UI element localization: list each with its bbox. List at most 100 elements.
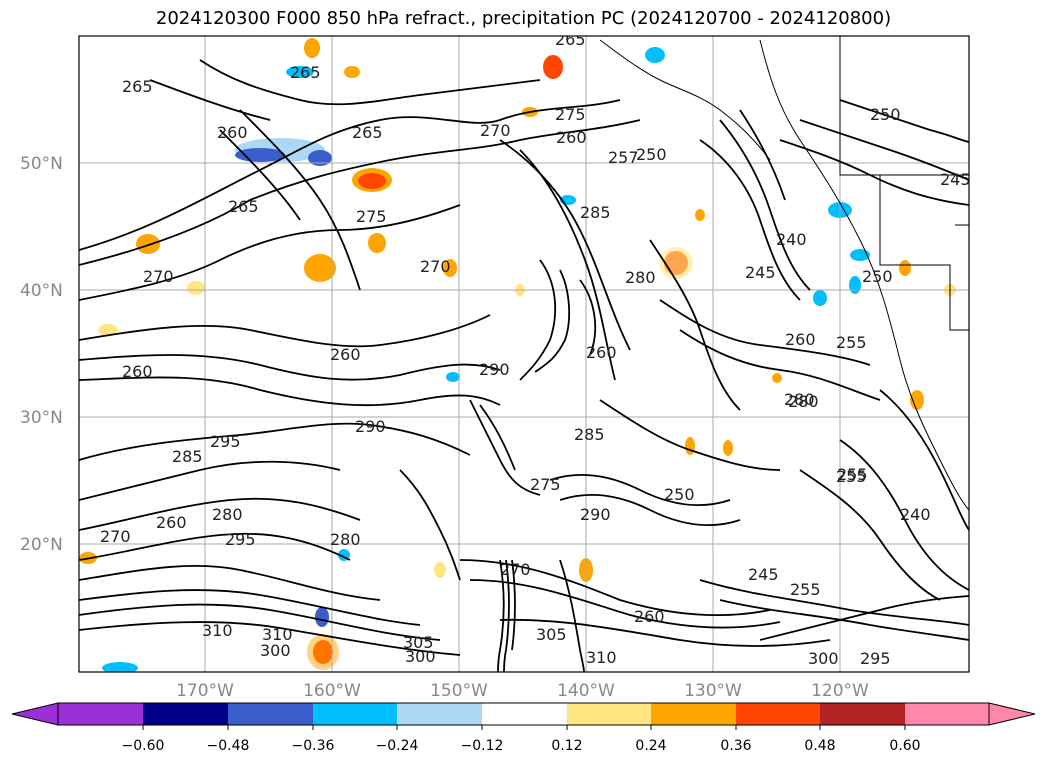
contour-label: 300 — [808, 649, 839, 668]
contour-label: 260 — [586, 343, 617, 362]
contour-label: 250 — [664, 485, 695, 504]
longitude-labels: 170°W 160°W 150°W 140°W 130°W 120°W — [176, 681, 869, 701]
contour-label: 270 — [480, 121, 511, 140]
map-frame — [78, 35, 970, 673]
contour-label: 305 — [403, 633, 434, 652]
contour-label: 310 — [586, 648, 617, 667]
contour-label: 250 — [870, 105, 901, 124]
colorbar-tick-label: 0.24 — [635, 738, 666, 754]
contour-label: 295 — [225, 530, 256, 549]
lon-label-170w: 170°W — [176, 681, 234, 701]
contour-label: 265 — [555, 30, 586, 49]
contour-label: 260 — [785, 330, 816, 349]
contour-label: 295 — [860, 649, 891, 668]
lat-label-20n: 20°N — [20, 535, 63, 555]
contour-label: 255 — [837, 465, 868, 484]
colorbar-segment — [567, 703, 651, 725]
contour-label: 260 — [122, 362, 153, 381]
contour-label: 270 — [100, 527, 131, 546]
contour-label: 290 — [479, 360, 510, 379]
contour-label: 265 — [290, 63, 321, 82]
colorbar: −0.60 −0.48 −0.36 −0.24 −0.12 0.12 0.24 … — [11, 702, 1036, 754]
colorbar-segment — [736, 703, 820, 725]
contour-label: 280 — [625, 268, 656, 287]
contour-label: 240 — [900, 505, 931, 524]
contour-label: 250 — [636, 145, 667, 164]
contour-label: 245 — [748, 565, 779, 584]
colorbar-segment — [397, 703, 482, 725]
lon-label-160w: 160°W — [303, 681, 361, 701]
contour-label: 275 — [555, 105, 586, 124]
contour-label: 275 — [530, 475, 561, 494]
contour-label: 260 — [156, 513, 187, 532]
lon-label-120w: 120°W — [811, 681, 869, 701]
map-content: 265 265 265 260 270 265 275 260 257 250 … — [79, 30, 971, 672]
colorbar-extend-right — [988, 702, 1036, 726]
lon-label-140w: 140°W — [557, 681, 615, 701]
contour-label: 250 — [862, 267, 893, 286]
contour-label: 310 — [202, 621, 233, 640]
contour-label: 280 — [330, 530, 361, 549]
contour-label: 280 — [788, 392, 819, 411]
lat-label-40n: 40°N — [20, 281, 63, 301]
contour-label: 260 — [556, 128, 587, 147]
colorbar-segment — [482, 703, 567, 725]
contour-label: 260 — [330, 345, 361, 364]
contour-label: 275 — [356, 207, 387, 226]
colorbar-segment — [143, 703, 228, 725]
colorbar-tick-label: −0.12 — [461, 738, 504, 754]
lon-label-150w: 150°W — [430, 681, 488, 701]
contour-label: 300 — [260, 641, 291, 660]
contour-label: 285 — [172, 447, 203, 466]
colorbar-segment — [313, 703, 397, 725]
colorbar-segment — [820, 703, 905, 725]
contour-label: 255 — [836, 467, 867, 486]
lon-label-130w: 130°W — [684, 681, 742, 701]
contour-label: 310 — [262, 625, 293, 644]
contour-label: 295 — [210, 432, 241, 451]
precip-shading — [79, 38, 956, 672]
contour-label: 245 — [940, 170, 971, 189]
map-title: 2024120300 F000 850 hPa refract., precip… — [155, 8, 892, 29]
contour-label: 280 — [784, 390, 815, 409]
colorbar-segment — [228, 703, 313, 725]
colorbar-tick-label: −0.48 — [207, 738, 250, 754]
colorbar-segment — [651, 703, 736, 725]
contour-label: 245 — [745, 263, 776, 282]
contour-label: 265 — [122, 77, 153, 96]
contour-label: 290 — [580, 505, 611, 524]
colorbar-outline — [57, 702, 990, 726]
colorbar-ticks — [142, 725, 906, 730]
refractivity-contours — [79, 59, 969, 672]
contour-labels: 265 265 265 260 270 265 275 260 257 250 … — [100, 30, 971, 668]
colorbar-segment — [58, 703, 143, 725]
contour-label: 305 — [536, 625, 567, 644]
lat-label-30n: 30°N — [20, 408, 63, 428]
colorbar-tick-label: −0.36 — [292, 738, 335, 754]
colorbar-tick-label: 0.36 — [720, 738, 751, 754]
coastline — [599, 36, 969, 511]
latitude-labels: 50°N 40°N 30°N 20°N — [20, 154, 63, 555]
contour-label: 290 — [355, 417, 386, 436]
lat-label-50n: 50°N — [20, 154, 63, 174]
contour-label: 265 — [352, 123, 383, 142]
contour-label: 260 — [634, 607, 665, 626]
contour-label: 270 — [143, 267, 174, 286]
contour-label: 255 — [790, 580, 821, 599]
contour-label: 257 — [608, 148, 639, 167]
contour-label: 285 — [580, 203, 611, 222]
colorbar-tick-label: 0.48 — [804, 738, 835, 754]
colorbar-tick-label: 0.60 — [889, 738, 920, 754]
contour-label: 240 — [776, 230, 807, 249]
colorbar-tick-label: −0.24 — [376, 738, 419, 754]
colorbar-tick-label: −0.60 — [122, 738, 165, 754]
contour-label: 280 — [212, 505, 243, 524]
contour-label: 255 — [836, 333, 867, 352]
contour-label: 260 — [217, 123, 248, 142]
colorbar-extend-left — [11, 702, 59, 726]
contour-label: 265 — [228, 197, 259, 216]
contour-label: 270 — [500, 560, 531, 579]
contour-label: 285 — [574, 425, 605, 444]
colorbar-tick-label: 0.12 — [551, 738, 582, 754]
